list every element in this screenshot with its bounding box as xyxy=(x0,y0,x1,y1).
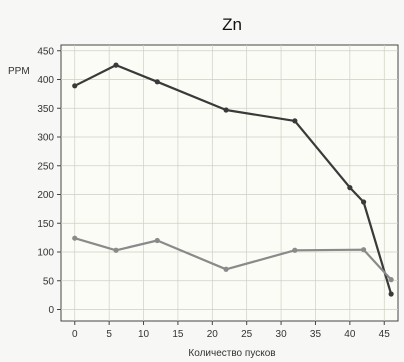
series-1-point xyxy=(347,185,353,191)
x-tick-label: 0 xyxy=(72,329,78,340)
x-tick-label: 15 xyxy=(172,329,184,340)
series-2-point xyxy=(113,247,119,253)
series-1-point xyxy=(72,83,78,89)
series-1-point xyxy=(361,199,367,205)
y-tick-label: 300 xyxy=(37,133,54,144)
y-axis-label: PPM xyxy=(8,66,30,77)
x-tick-label: 25 xyxy=(241,329,253,340)
series-2-point xyxy=(292,247,298,253)
series-2-point xyxy=(388,277,394,283)
series-1-point xyxy=(154,79,160,85)
y-tick-label: 150 xyxy=(37,219,54,230)
y-tick-label: 50 xyxy=(43,276,55,287)
series-group xyxy=(72,62,394,297)
series-2-point xyxy=(361,247,367,253)
x-tick-label: 10 xyxy=(138,329,150,340)
x-tick-label: 30 xyxy=(276,329,288,340)
y-tick-label: 350 xyxy=(37,104,54,115)
x-axis: 0 5 10 15 20 25 30 35 40 45 xyxy=(72,321,390,340)
y-tick-label: 450 xyxy=(37,46,54,57)
y-tick-label: 0 xyxy=(48,305,54,316)
series-1-point xyxy=(223,107,229,113)
series-2-point xyxy=(154,237,160,244)
plot-area xyxy=(60,44,399,322)
y-tick-label: 250 xyxy=(37,161,54,172)
y-axis: 0 50 100 150 200 250 300 350 400 450 xyxy=(37,46,61,316)
series-1-point xyxy=(113,62,119,68)
x-tick-label: 20 xyxy=(207,329,219,340)
y-tick-label: 400 xyxy=(37,75,54,86)
series-line-1 xyxy=(74,63,393,295)
series-2-point xyxy=(72,235,78,241)
y-tick-label: 200 xyxy=(37,190,54,201)
x-tick-label: 5 xyxy=(106,329,112,340)
series-1-point xyxy=(388,291,394,297)
x-tick-label: 35 xyxy=(310,329,322,340)
chart-title: Zn xyxy=(222,15,242,34)
x-axis-label: Количество пусков xyxy=(188,348,275,359)
x-tick-label: 40 xyxy=(344,329,356,340)
series-1-point xyxy=(292,118,298,124)
y-tick-label: 100 xyxy=(37,248,54,259)
series-2-point xyxy=(223,266,229,272)
x-tick-label: 45 xyxy=(379,329,391,340)
